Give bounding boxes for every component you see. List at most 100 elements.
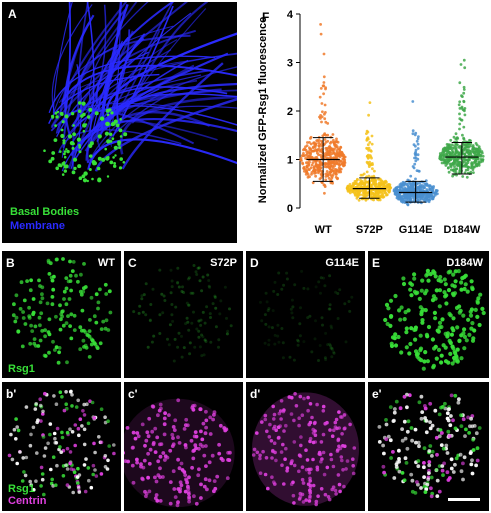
punctum <box>190 465 194 470</box>
punctum <box>283 457 287 461</box>
punctum <box>9 432 13 437</box>
punctum <box>412 272 417 277</box>
punctum <box>299 435 303 439</box>
punctum <box>168 323 172 327</box>
punctum <box>284 423 288 428</box>
punctum <box>191 404 195 408</box>
data-point <box>362 190 365 194</box>
punctum <box>171 425 176 429</box>
basal-body <box>61 120 65 124</box>
punctum <box>403 436 408 441</box>
basal-body <box>59 150 62 153</box>
punctum <box>20 479 25 483</box>
data-point <box>307 168 310 171</box>
basal-body <box>66 149 70 154</box>
punctum <box>289 307 293 311</box>
data-point <box>410 184 414 188</box>
punctum <box>58 327 63 332</box>
punctum <box>428 272 433 277</box>
punctum <box>181 285 184 289</box>
punctum <box>397 457 401 461</box>
punctum <box>451 346 456 351</box>
punctum <box>392 476 397 480</box>
data-point <box>327 153 331 157</box>
punctum <box>204 409 208 414</box>
punctum <box>350 295 354 299</box>
data-point <box>438 157 442 161</box>
punctum <box>223 285 227 289</box>
punctum <box>40 477 45 482</box>
punctum <box>300 492 305 497</box>
punctum <box>172 359 176 363</box>
data-point <box>319 23 322 26</box>
punctum <box>413 325 418 330</box>
puncta <box>377 392 482 499</box>
punctum <box>76 426 81 431</box>
panel-b-tag: WT <box>97 257 115 269</box>
cilium-strand <box>94 97 237 172</box>
data-point <box>462 108 466 112</box>
data-point <box>417 185 421 189</box>
punctum <box>413 427 418 432</box>
punctum <box>271 404 275 409</box>
data-point <box>395 188 399 192</box>
punctum <box>476 296 481 301</box>
punctum <box>264 456 269 460</box>
data-point <box>330 152 334 156</box>
punctum <box>68 273 73 278</box>
punctum <box>150 429 155 434</box>
punctum <box>439 443 444 447</box>
punctum <box>203 431 208 436</box>
data-point <box>397 193 401 197</box>
punctum <box>308 420 313 425</box>
cilium-strand <box>56 51 149 138</box>
punctum <box>321 323 324 327</box>
data-point <box>349 188 352 192</box>
basal-body <box>67 134 73 139</box>
basal-body <box>71 170 76 175</box>
data-point <box>368 101 372 104</box>
punctum <box>87 478 91 483</box>
punctum <box>131 480 136 485</box>
punctum <box>298 322 302 326</box>
punctum <box>14 293 19 298</box>
punctum <box>432 310 437 315</box>
punctum <box>382 470 386 475</box>
punctum <box>308 479 312 483</box>
punctum <box>204 425 208 430</box>
data-point <box>446 145 449 149</box>
punctum <box>406 308 411 313</box>
data-point <box>469 142 473 146</box>
punctum <box>43 446 48 450</box>
punctum <box>437 304 442 309</box>
punctum <box>176 280 180 284</box>
punctum <box>155 435 160 440</box>
data-point <box>413 133 417 137</box>
punctum <box>144 282 148 286</box>
data-point <box>321 84 325 88</box>
data-point <box>406 203 410 206</box>
data-point <box>456 150 459 153</box>
basal-body <box>86 115 91 119</box>
punctum <box>141 465 146 470</box>
punctum <box>73 443 77 448</box>
punctum <box>425 482 430 487</box>
data-point <box>315 156 319 159</box>
punctum <box>176 435 180 440</box>
data-point <box>479 154 483 157</box>
data-point <box>368 141 372 144</box>
punctum <box>76 481 80 485</box>
punctum <box>225 476 230 481</box>
x-tick-label: S72P <box>356 224 383 236</box>
punctum <box>300 477 305 482</box>
punctum <box>478 292 483 297</box>
punctum <box>459 413 463 418</box>
punctum <box>330 487 334 492</box>
basal-body <box>55 166 59 171</box>
punctum <box>173 418 178 423</box>
data-point <box>308 160 311 164</box>
punctum <box>301 481 306 485</box>
punctum <box>158 332 162 335</box>
punctum <box>195 273 199 276</box>
cilium-strand <box>91 66 237 156</box>
